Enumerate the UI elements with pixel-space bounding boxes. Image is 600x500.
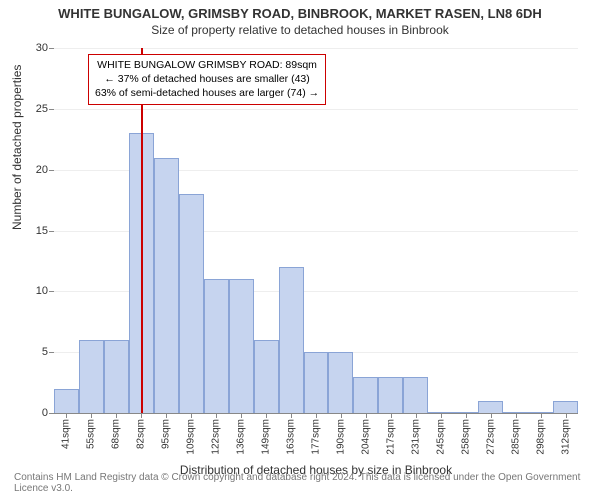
xtick-mark [541,413,542,418]
histogram-bar [328,352,353,413]
xtick-mark [466,413,467,418]
ytick-label: 15 [36,225,48,237]
histogram-bar [378,377,403,414]
ytick-label: 25 [36,103,48,115]
ytick-mark [49,170,54,171]
xtick-mark [441,413,442,418]
xtick-label: 82sqm [136,419,147,449]
ytick-mark [49,48,54,49]
xtick-label: 258sqm [460,419,471,455]
ytick-label: 5 [42,346,48,358]
xtick-label: 312sqm [560,419,571,455]
histogram-bar [79,340,104,413]
histogram-bar [304,352,329,413]
xtick-label: 272sqm [485,419,496,455]
xtick-label: 41sqm [61,419,72,449]
xtick-label: 109sqm [186,419,197,455]
xtick-mark [241,413,242,418]
xtick-mark [266,413,267,418]
ytick-label: 20 [36,164,48,176]
xtick-label: 136sqm [236,419,247,455]
histogram-bar [254,340,279,413]
xtick-label: 204sqm [360,419,371,455]
histogram-bar [478,401,503,413]
ytick-mark [49,109,54,110]
histogram-bar [154,158,179,414]
xtick-mark [116,413,117,418]
histogram-bar [403,377,428,414]
ytick-mark [49,231,54,232]
y-axis-label: Number of detached properties [10,65,24,230]
histogram-bar [279,267,304,413]
xtick-mark [191,413,192,418]
xtick-mark [491,413,492,418]
histogram-bar [104,340,129,413]
annotation-line: ← 37% of detached houses are smaller (43… [95,72,319,86]
xtick-mark [366,413,367,418]
histogram-bar [353,377,378,414]
page-subtitle: Size of property relative to detached ho… [0,21,600,37]
xtick-label: 217sqm [385,419,396,455]
xtick-mark [66,413,67,418]
xtick-mark [391,413,392,418]
ytick-mark [49,413,54,414]
page-title: WHITE BUNGALOW, GRIMSBY ROAD, BINBROOK, … [0,0,600,21]
ytick-mark [49,352,54,353]
histogram-bar [54,389,79,413]
xtick-label: 149sqm [261,419,272,455]
gridline [54,48,578,49]
ytick-label: 0 [42,407,48,419]
xtick-mark [566,413,567,418]
xtick-mark [341,413,342,418]
xtick-label: 231sqm [410,419,421,455]
annotation-line: 63% of semi-detached houses are larger (… [95,86,319,100]
xtick-mark [216,413,217,418]
xtick-label: 95sqm [161,419,172,449]
histogram-bar [229,279,254,413]
xtick-mark [166,413,167,418]
histogram-bar [553,401,578,413]
xtick-mark [316,413,317,418]
xtick-label: 285sqm [510,419,521,455]
gridline [54,109,578,110]
annotation-box: WHITE BUNGALOW GRIMSBY ROAD: 89sqm← 37% … [88,54,326,105]
xtick-label: 163sqm [286,419,297,455]
histogram-chart: Distribution of detached houses by size … [54,48,578,414]
histogram-bar [204,279,229,413]
xtick-label: 177sqm [311,419,322,455]
ytick-label: 10 [36,285,48,297]
annotation-line: WHITE BUNGALOW GRIMSBY ROAD: 89sqm [95,58,319,72]
ytick-label: 30 [36,42,48,54]
xtick-label: 245sqm [435,419,446,455]
xtick-label: 190sqm [335,419,346,455]
footer-attribution: Contains HM Land Registry data © Crown c… [14,472,600,494]
xtick-mark [291,413,292,418]
xtick-mark [516,413,517,418]
xtick-label: 122sqm [211,419,222,455]
xtick-label: 298sqm [535,419,546,455]
xtick-mark [91,413,92,418]
xtick-label: 68sqm [111,419,122,449]
xtick-mark [141,413,142,418]
xtick-mark [416,413,417,418]
xtick-label: 55sqm [86,419,97,449]
ytick-mark [49,291,54,292]
histogram-bar [179,194,204,413]
